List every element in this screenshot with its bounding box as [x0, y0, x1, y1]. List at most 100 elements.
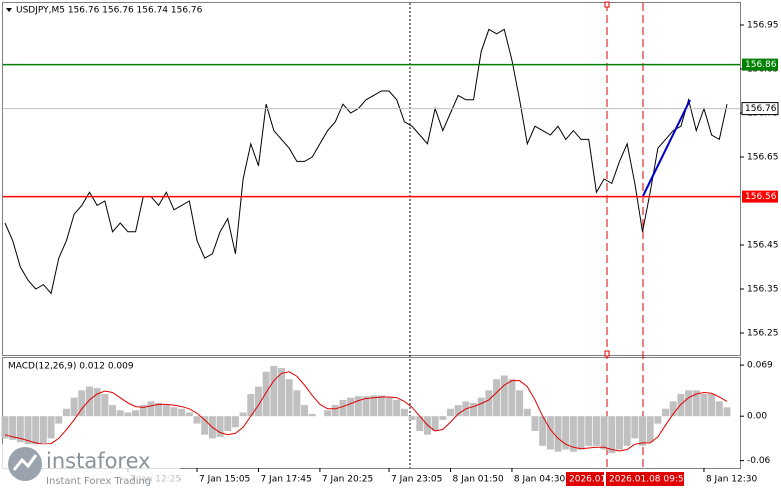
macd-bar	[416, 416, 424, 431]
macd-bar	[93, 388, 101, 417]
macd-bar	[431, 416, 439, 431]
macd-bar	[639, 416, 647, 446]
macd-bar	[508, 379, 516, 417]
macd-bar	[500, 375, 508, 417]
macd-bar	[385, 397, 393, 417]
macd-bar	[592, 416, 600, 446]
crosshair-label-bg	[606, 472, 684, 486]
macd-bar	[700, 394, 708, 417]
y-tick-label: 156.95	[747, 21, 779, 31]
macd-bar	[439, 416, 447, 420]
watermark-tagline: Instant Forex Trading	[46, 476, 151, 487]
macd-bar	[631, 416, 639, 439]
macd-bar	[293, 390, 301, 417]
macd-bar	[155, 402, 163, 417]
macd-bar	[101, 394, 109, 417]
y-tick-label: 0.069	[747, 361, 773, 371]
x-tick-label: 7 Jan 15:05	[199, 475, 250, 485]
x-tick-label: 8 Jan 12:30	[706, 475, 758, 485]
macd-bar	[39, 416, 47, 445]
line-handle	[604, 1, 610, 8]
macd-bar	[531, 416, 539, 431]
macd-bar	[608, 416, 616, 454]
y-tick-label: 156.45	[747, 241, 779, 251]
y-tick-label: 0.00	[747, 412, 767, 422]
macd-bar	[646, 416, 654, 443]
macd-bar	[454, 405, 462, 417]
macd-bar	[331, 405, 339, 417]
macd-bar	[285, 379, 293, 417]
level-label-bg	[741, 102, 779, 116]
macd-bar	[109, 405, 117, 417]
macd-bar	[239, 412, 247, 417]
price-line	[4, 28, 728, 295]
macd-bar	[78, 390, 86, 417]
y-tick-label: 156.65	[747, 153, 779, 163]
macd-bar	[562, 416, 570, 450]
macd-bar	[85, 386, 93, 417]
macd-bar	[62, 408, 70, 417]
chart-title: USDJPY,M5 156.76 156.76 156.74 156.76	[16, 6, 203, 16]
macd-bar	[70, 397, 78, 417]
macd-bar	[546, 416, 554, 450]
macd-bar	[139, 405, 147, 417]
macd-bar	[362, 396, 370, 417]
macd-bar	[308, 413, 316, 417]
macd-bar	[278, 368, 286, 417]
x-tick-label: 7 Jan 17:45	[260, 475, 311, 485]
watermark-brand: instaforex	[46, 449, 151, 473]
macd-bar	[55, 416, 63, 424]
macd-bar	[554, 416, 562, 452]
macd-bar	[723, 407, 731, 417]
crosshair-label: 2026.01	[569, 475, 606, 485]
logo	[8, 447, 42, 481]
macd-bar	[201, 416, 209, 435]
level-label: 156.86	[745, 60, 777, 70]
macd-bar	[254, 386, 262, 417]
x-tick-label: 8 Jan 04:30	[514, 475, 566, 485]
macd-bar	[231, 416, 239, 428]
macd-bar	[408, 416, 416, 420]
macd-bar	[9, 416, 17, 440]
y-tick-label: 156.35	[747, 285, 779, 295]
macd-bar	[400, 408, 408, 417]
macd-bar	[569, 416, 577, 452]
macd-bar	[669, 401, 677, 417]
macd-bar	[523, 408, 531, 417]
macd-bar	[324, 410, 332, 417]
macd-bar	[377, 395, 385, 417]
macd-bar	[178, 408, 186, 417]
y-tick-label: -0.06	[747, 456, 771, 466]
macd-bar	[170, 407, 178, 417]
macd-bar	[247, 394, 255, 417]
macd-bar	[224, 416, 232, 431]
macd-bar	[615, 416, 623, 450]
macd-bar	[539, 416, 547, 446]
macd-bar	[24, 416, 32, 445]
y-tick-label: 156.25	[747, 329, 779, 339]
macd-bar	[708, 394, 716, 417]
x-tick-label: 7 Jan 23:05	[391, 475, 442, 485]
macd-bar	[301, 405, 309, 417]
macd-bar	[193, 416, 201, 424]
macd-bar	[16, 416, 24, 443]
macd-bar	[623, 416, 631, 446]
level-label-bg	[742, 58, 778, 71]
macd-bar	[354, 396, 362, 417]
macd-title: MACD(12,26,9) 0.012 0.009	[8, 362, 134, 372]
macd-bar	[1, 416, 9, 439]
macd-bar	[262, 371, 270, 417]
macd-bar	[654, 416, 662, 424]
line-handle	[604, 350, 610, 357]
level-label-bg	[742, 190, 778, 203]
price-line	[4, 371, 728, 452]
macd-bar	[516, 390, 524, 417]
macd-bar	[162, 405, 170, 417]
trend-line	[642, 99, 691, 197]
macd-bar	[216, 416, 224, 437]
macd-bar	[485, 390, 493, 417]
macd-bar	[393, 399, 401, 417]
macd-bar	[493, 379, 501, 417]
macd-bar	[370, 395, 378, 417]
